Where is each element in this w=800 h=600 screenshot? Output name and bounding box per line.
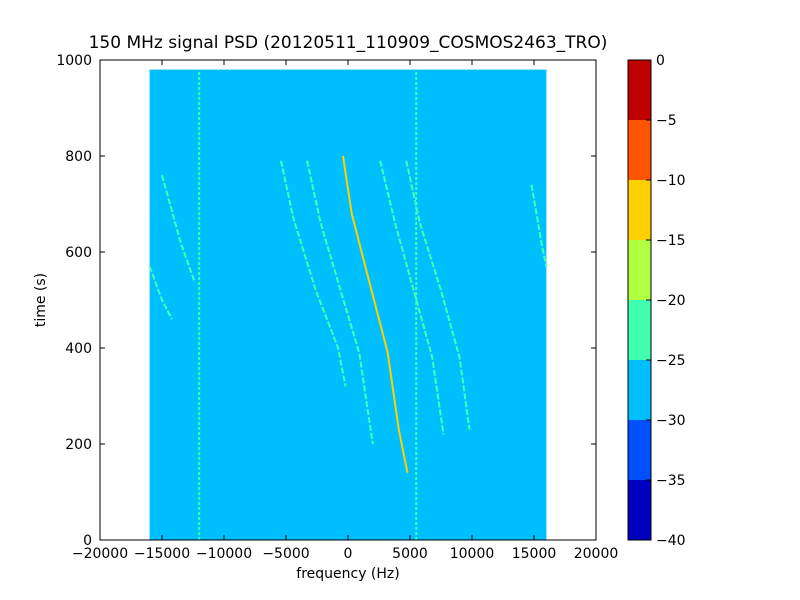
x-axis-label: frequency (Hz): [296, 566, 399, 582]
colorbar-segment: [628, 480, 651, 540]
signal-trace-6: [148, 266, 173, 320]
colorbar-segment: [628, 60, 651, 120]
x-tick-label: −15000: [134, 546, 190, 562]
colorbar-tick-label: −15: [656, 233, 686, 249]
signal-trace-5: [530, 184, 548, 267]
y-axis-label: time (s): [33, 273, 49, 327]
y-tick-label: 1000: [56, 53, 92, 69]
colorbar-segment: [628, 420, 651, 480]
colorbar-segment: [628, 180, 651, 240]
colorbar-segment: [628, 240, 651, 300]
colorbar: −40 −35 −30 −25 −20 −15 −10 −5 0: [627, 53, 686, 549]
x-tick-label: 20000: [574, 546, 619, 562]
x-tick-label: 0: [344, 546, 353, 562]
y-tick-label: 600: [65, 245, 92, 261]
y-tick-label: 200: [65, 437, 92, 453]
x-tick-label: −5000: [262, 546, 309, 562]
colorbar-segment: [628, 300, 651, 360]
colorbar-tick-label: −10: [656, 173, 686, 189]
signal-trace-0: [342, 155, 409, 473]
signal-trace-1: [306, 160, 374, 445]
colorbar-tick-label: −40: [656, 533, 686, 549]
x-tick-label: −20000: [72, 546, 128, 562]
x-tick-label: 15000: [512, 546, 557, 562]
y-tick-label: 0: [83, 533, 92, 549]
colorbar-segment: [628, 120, 651, 180]
colorbar-tick-label: −25: [656, 353, 686, 369]
plot-area: [148, 69, 548, 540]
x-tick-label: −10000: [196, 546, 252, 562]
colorbar-tick-label: −20: [656, 293, 686, 309]
chart-title: 150 MHz signal PSD (20120511_110909_COSM…: [89, 33, 608, 53]
y-tick-label: 800: [65, 149, 92, 165]
y-tick-label: 400: [65, 341, 92, 357]
colorbar-tick-label: 0: [656, 53, 665, 69]
signal-trace-2: [280, 160, 347, 387]
x-tick-label: 5000: [392, 546, 428, 562]
signal-trace-3: [379, 160, 445, 435]
colorbar-tick-label: −30: [656, 413, 686, 429]
x-tick-label: 10000: [450, 546, 495, 562]
colorbar-tick-label: −5: [656, 113, 677, 129]
axes: −20000 −15000 −10000 −5000 0 5000 10000 15000 20…: [56, 53, 618, 562]
colorbar-tick-label: −35: [656, 473, 686, 489]
signal-trace-4: [405, 160, 471, 430]
heatmap-background: [149, 69, 547, 540]
signal-trace-7: [161, 174, 196, 282]
colorbar-segment: [628, 360, 651, 420]
